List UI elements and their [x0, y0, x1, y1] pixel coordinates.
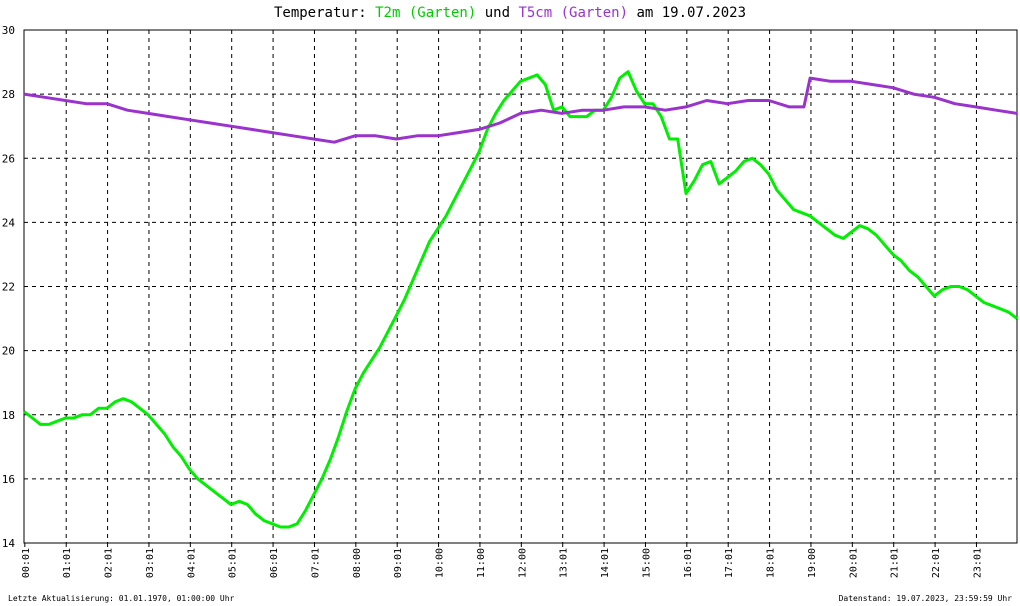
x-tick-label: 12:00	[517, 548, 528, 578]
y-tick-label: 30	[2, 24, 15, 37]
x-tick-label: 05:01	[228, 548, 239, 578]
x-tick-label: 07:01	[310, 548, 321, 578]
x-tick-label: 18:01	[766, 548, 777, 578]
y-tick-label: 26	[2, 152, 15, 165]
x-tick-label: 15:00	[641, 548, 652, 578]
x-tick-label: 09:01	[393, 548, 404, 578]
x-tick-label: 11:00	[476, 548, 487, 578]
y-tick-label: 22	[2, 281, 15, 294]
title-mid: und	[476, 5, 519, 21]
x-tick-label: 14:01	[600, 548, 611, 578]
x-tick-label: 06:01	[269, 548, 280, 578]
y-tick-label: 24	[2, 216, 16, 229]
x-tick-label: 16:01	[683, 548, 694, 578]
title-suffix: am 19.07.2023	[628, 5, 747, 21]
x-tick-label: 08:00	[352, 548, 363, 578]
title-series-t5cm: T5cm (Garten)	[518, 5, 629, 21]
x-tick-label: 13:01	[559, 548, 570, 578]
footer-last-update: Letzte Aktualisierung: 01.01.1970, 01:00…	[8, 594, 235, 603]
title-prefix: Temperatur:	[273, 5, 376, 21]
x-tick-label: 00:01	[21, 548, 32, 578]
x-tick-label: 23:01	[972, 548, 983, 578]
y-tick-label: 28	[2, 88, 15, 101]
footer-data-status: Datenstand: 19.07.2023, 23:59:59 Uhr	[838, 594, 1012, 603]
t5cm-series-line	[23, 76, 1018, 144]
x-tick-label: 21:01	[890, 548, 901, 578]
chart-title: Temperatur: T2m (Garten) und T5cm (Garte…	[0, 5, 1020, 21]
x-tick-label: 04:01	[186, 548, 197, 578]
t2m-series-line	[23, 70, 1018, 529]
x-tick-label: 02:01	[104, 548, 115, 578]
x-tick-label: 17:01	[724, 548, 735, 578]
x-tick-label: 22:01	[931, 548, 942, 578]
title-series-t2m: T2m (Garten)	[375, 5, 477, 21]
y-tick-label: 14	[2, 537, 16, 550]
x-tick-label: 20:01	[848, 548, 859, 578]
y-tick-label: 16	[2, 473, 15, 486]
x-tick-label: 19:00	[807, 548, 818, 578]
x-tick-label: 10:00	[435, 548, 446, 578]
y-tick-label: 18	[2, 409, 15, 422]
y-tick-label: 20	[2, 345, 15, 358]
x-tick-label: 01:01	[62, 548, 73, 578]
x-tick-label: 03:01	[145, 548, 156, 578]
